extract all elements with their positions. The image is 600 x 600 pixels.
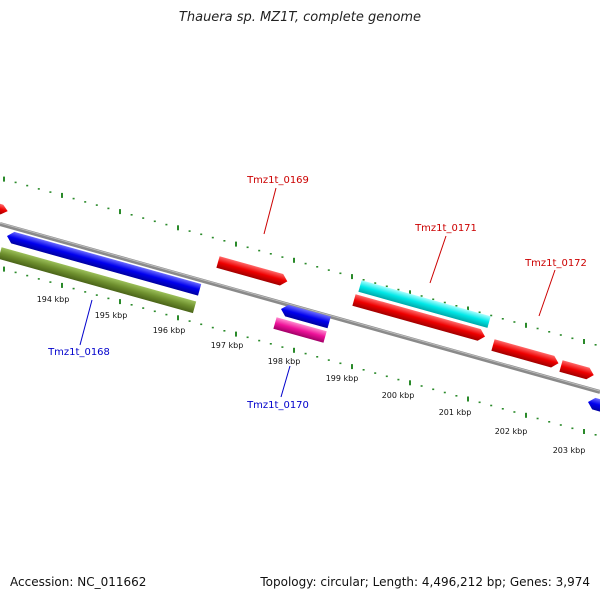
scale-label-203: 203 kbp (553, 446, 586, 455)
gene-tmz1t-0171-cyan[interactable] (358, 280, 491, 328)
gene-tmz1t-0172-red[interactable] (491, 339, 560, 369)
gene-tmz1t-0171-red[interactable] (352, 294, 486, 342)
leader-line-0168 (79, 299, 93, 346)
scale-label-202: 202 kbp (495, 427, 528, 436)
gene-tmz1t-0169-red[interactable] (216, 256, 289, 287)
gene-label-0172[interactable]: Tmz1t_0172 (524, 258, 587, 269)
gene-tmz1t-0168-blue[interactable] (5, 230, 202, 296)
scale-labels: 194 kbp 195 kbp 196 kbp 197 kbp 198 kbp … (37, 295, 586, 455)
genome-backbone (0, 222, 600, 394)
leader-line-0171 (429, 235, 447, 284)
leader-line-0170 (280, 365, 291, 398)
scale-label-195: 195 kbp (95, 311, 128, 320)
scale-label-196: 196 kbp (153, 326, 186, 335)
gene-right-edge-blue[interactable] (586, 396, 600, 416)
scale-label-199: 199 kbp (326, 374, 359, 383)
scale-label-200: 200 kbp (382, 391, 415, 400)
genome-title: Thauera sp. MZ1T, complete genome (178, 10, 422, 25)
scale-label-194: 194 kbp (37, 295, 70, 304)
forward-tick-row (3, 176, 597, 346)
gene-tmz1t-0170-pink[interactable] (273, 317, 327, 343)
gene-label-0168[interactable]: Tmz1t_0168 (47, 347, 110, 358)
leader-line-0172 (538, 269, 556, 317)
leader-line-0169 (263, 187, 277, 235)
reverse-tick-row (3, 266, 597, 436)
scale-label-198: 198 kbp (268, 357, 301, 366)
gene-far-left-red[interactable] (0, 201, 9, 215)
gene-label-0171[interactable]: Tmz1t_0171 (414, 223, 477, 234)
gene-right-red-small[interactable] (559, 360, 595, 381)
gene-tmz1t-0168-olive[interactable] (0, 247, 197, 314)
gene-tmz1t-0170-blue[interactable] (279, 303, 331, 329)
scale-label-201: 201 kbp (439, 408, 472, 417)
scale-label-197: 197 kbp (211, 341, 244, 350)
gene-label-0170[interactable]: Tmz1t_0170 (246, 400, 309, 411)
genome-info-label: Topology: circular; Length: 4,496,212 bp… (260, 575, 590, 589)
genome-backbone-highlight (0, 222, 600, 392)
accession-label: Accession: NC_011662 (10, 575, 147, 589)
gene-label-0169[interactable]: Tmz1t_0169 (246, 175, 309, 186)
